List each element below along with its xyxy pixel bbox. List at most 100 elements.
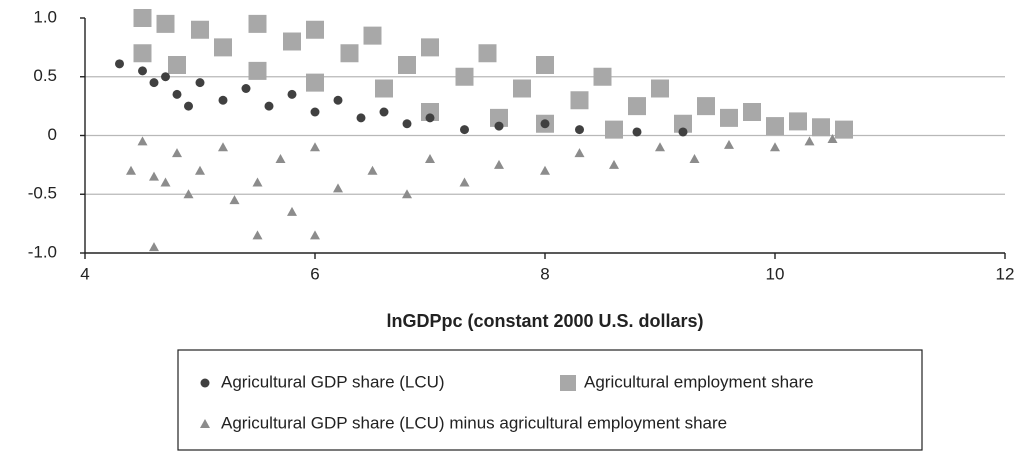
point [161, 72, 170, 82]
point [421, 103, 439, 121]
point [248, 61, 267, 80]
point [490, 108, 508, 127]
point [115, 59, 124, 69]
point [720, 108, 738, 127]
point [540, 165, 550, 175]
point [252, 230, 263, 240]
y-tick-label: -1.0 [28, 242, 57, 261]
point [340, 44, 359, 63]
y-tick-label: 0.5 [33, 66, 57, 85]
point [172, 148, 182, 158]
point [218, 95, 228, 105]
point [229, 195, 240, 205]
point [835, 120, 853, 139]
point [459, 177, 470, 187]
point [605, 120, 623, 139]
point [789, 112, 807, 131]
point [398, 56, 416, 74]
legend-marker [200, 378, 210, 388]
y-tick-label: 1.0 [33, 7, 57, 26]
x-tick-label: 10 [766, 264, 785, 283]
point [356, 113, 366, 123]
x-tick-label: 12 [996, 264, 1015, 283]
point [191, 20, 209, 39]
point [248, 14, 267, 33]
point [575, 125, 584, 135]
point [540, 119, 550, 129]
point [628, 97, 646, 116]
legend-label: Agricultural GDP share (LCU) [221, 372, 445, 391]
point [570, 91, 589, 110]
point [724, 139, 734, 149]
point [536, 56, 554, 74]
point [168, 56, 186, 74]
y-tick-label: 0 [48, 125, 57, 144]
point [425, 113, 435, 123]
point [827, 134, 838, 144]
point [402, 119, 412, 129]
point [184, 101, 193, 111]
point [252, 177, 263, 187]
point [770, 142, 780, 152]
point [287, 89, 297, 99]
point [306, 20, 324, 39]
point [172, 89, 182, 99]
point [275, 154, 286, 163]
x-tick-label: 8 [540, 264, 549, 283]
point [137, 136, 148, 146]
x-axis-label: lnGDPpc (constant 2000 U.S. dollars) [386, 311, 703, 331]
x-tick-label: 6 [310, 264, 319, 283]
point [310, 107, 320, 117]
point [425, 154, 435, 163]
point [126, 165, 136, 175]
legend-label: Agricultural GDP share (LCU) minus agric… [221, 413, 727, 432]
point [609, 159, 619, 169]
point [156, 14, 175, 33]
point [367, 165, 378, 175]
point [160, 177, 171, 187]
point [455, 67, 474, 86]
point [333, 95, 343, 105]
x-tick-label: 4 [80, 264, 89, 283]
point [241, 84, 251, 93]
point [593, 67, 612, 86]
point [149, 242, 159, 252]
point [812, 118, 830, 137]
point [494, 121, 504, 131]
point [674, 114, 692, 133]
point [283, 32, 301, 51]
point [363, 26, 382, 45]
point [513, 79, 531, 98]
point [149, 78, 159, 88]
point [214, 38, 232, 57]
y-tick-label: -0.5 [28, 184, 57, 203]
point [310, 230, 320, 240]
point [133, 9, 152, 27]
point [306, 73, 324, 92]
point [149, 171, 159, 181]
point [133, 44, 152, 63]
point [218, 142, 228, 152]
point [494, 159, 504, 169]
point [379, 107, 389, 117]
point [574, 148, 585, 158]
legend-label: Agricultural employment share [584, 372, 814, 391]
point [421, 38, 439, 57]
point [264, 101, 274, 111]
point [310, 142, 320, 152]
point [478, 44, 497, 63]
point [287, 206, 297, 216]
point [655, 142, 665, 152]
point [678, 127, 688, 137]
point [183, 189, 194, 199]
point [743, 103, 761, 121]
point [766, 117, 784, 136]
legend-marker [200, 419, 210, 428]
point [632, 127, 642, 137]
point [697, 97, 715, 116]
point [402, 189, 412, 199]
point [375, 79, 393, 98]
point [195, 78, 205, 88]
point [651, 79, 669, 98]
